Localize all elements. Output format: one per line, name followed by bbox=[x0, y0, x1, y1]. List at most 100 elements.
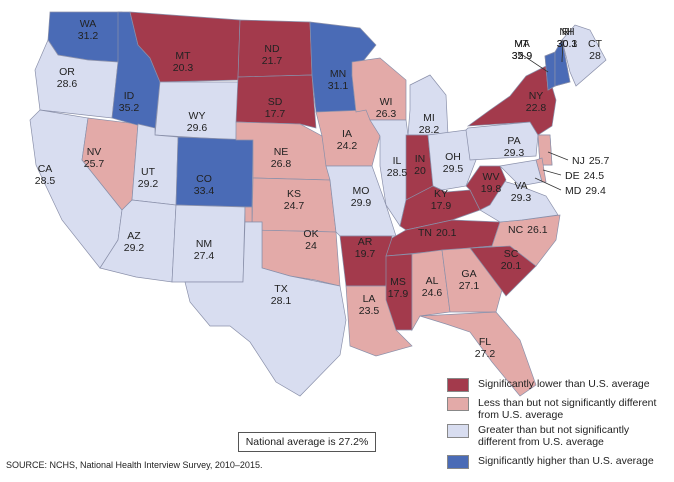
state-value: 20.1 bbox=[436, 227, 457, 239]
state-abbr: NE bbox=[274, 146, 289, 158]
legend-item: Significantly higher than U.S. average bbox=[447, 455, 662, 469]
state-abbr: AZ bbox=[127, 230, 141, 242]
legend-item: Less than but not significantly differen… bbox=[447, 397, 662, 421]
state-shape bbox=[235, 74, 317, 129]
state-abbr: AL bbox=[426, 275, 439, 287]
state-value: 29.5 bbox=[443, 163, 464, 175]
legend-label: Less than but not significantly differen… bbox=[478, 397, 657, 421]
state-value: 28.1 bbox=[271, 295, 292, 307]
state-abbr: SC bbox=[504, 248, 519, 260]
legend-label: Significantly lower than U.S. average bbox=[478, 378, 650, 390]
leader-line bbox=[561, 39, 564, 63]
state-value: 26.3 bbox=[376, 108, 397, 120]
state-abbr: TN bbox=[418, 227, 432, 239]
state-label: DE 24.5 bbox=[565, 170, 604, 182]
state-abbr: MA bbox=[514, 38, 530, 50]
states bbox=[29, 11, 607, 397]
state-abbr: NM bbox=[196, 238, 212, 250]
state-value: 31.1 bbox=[328, 80, 349, 92]
state-abbr: AR bbox=[358, 236, 373, 248]
state-abbr: NC bbox=[508, 224, 524, 236]
state-shape bbox=[175, 136, 254, 208]
state-shape bbox=[465, 121, 539, 161]
legend-swatch bbox=[447, 424, 469, 438]
state-abbr: NH bbox=[559, 26, 574, 38]
state-value: 17.9 bbox=[431, 200, 452, 212]
map: WA31.2OR28.6CA28.5NV25.7ID35.2MT20.3WY29… bbox=[29, 11, 610, 397]
state-abbr: WV bbox=[483, 171, 500, 183]
legend-swatch bbox=[447, 455, 469, 469]
leader-line bbox=[547, 151, 569, 161]
state-value: 21.7 bbox=[262, 55, 283, 67]
leader-line bbox=[542, 169, 562, 176]
state-shape bbox=[441, 247, 503, 313]
state-value: 30.1 bbox=[557, 38, 578, 50]
state-abbr: DE bbox=[565, 170, 580, 182]
state-value: 17.7 bbox=[265, 108, 286, 120]
legend-label: Significantly higher than U.S. average bbox=[478, 455, 654, 467]
legend-item: Significantly lower than U.S. average bbox=[447, 378, 662, 392]
state-value: 24 bbox=[305, 240, 317, 252]
state-value: 17.9 bbox=[388, 288, 409, 300]
state-abbr: NJ bbox=[572, 155, 585, 167]
state-value: 29.4 bbox=[585, 185, 606, 197]
state-abbr: GA bbox=[461, 268, 476, 280]
state-abbr: KY bbox=[434, 188, 448, 200]
state-labels: WA31.2OR28.6CA28.5NV25.7ID35.2MT20.3WY29… bbox=[35, 18, 610, 360]
state-value: 23.5 bbox=[359, 305, 380, 317]
state-abbr: MD bbox=[565, 185, 582, 197]
state-value: 28.6 bbox=[57, 78, 78, 90]
state-value: 25.7 bbox=[84, 158, 105, 170]
state-value: 33.4 bbox=[194, 185, 215, 197]
state-value: 30.3 bbox=[557, 38, 578, 50]
state-shape bbox=[131, 123, 179, 206]
state-value: 19.7 bbox=[355, 248, 376, 260]
state-abbr: MS bbox=[390, 276, 406, 288]
state-shape bbox=[184, 221, 347, 397]
source-note: SOURCE: NCHS, National Health Interview … bbox=[6, 460, 263, 470]
state-abbr: TX bbox=[274, 283, 287, 295]
state-value: 29.9 bbox=[351, 197, 372, 209]
state-value: 35.2 bbox=[119, 102, 140, 114]
state-value: 32.9 bbox=[512, 50, 533, 62]
state-label: MD 29.4 bbox=[565, 185, 606, 197]
state-value: 27.4 bbox=[194, 250, 215, 262]
state-shape bbox=[385, 253, 413, 331]
state-abbr: OR bbox=[59, 66, 75, 78]
state-value: 28.5 bbox=[35, 175, 56, 187]
state-value: 20.3 bbox=[173, 62, 194, 74]
leader-lines bbox=[517, 39, 569, 191]
state-abbr: WA bbox=[80, 18, 97, 30]
state-abbr: FL bbox=[479, 336, 491, 348]
state-value: 19.8 bbox=[481, 183, 502, 195]
state-shape bbox=[554, 39, 571, 87]
state-abbr: VA bbox=[514, 180, 527, 192]
legend-swatch bbox=[447, 397, 469, 411]
state-abbr: NV bbox=[87, 146, 102, 158]
state-abbr: NY bbox=[529, 90, 544, 102]
state-abbr: MO bbox=[353, 185, 370, 197]
state-abbr: ND bbox=[264, 43, 280, 55]
state-value: 20 bbox=[414, 165, 426, 177]
leader-line bbox=[517, 51, 549, 73]
state-value: 24.5 bbox=[584, 170, 605, 182]
state-abbr: KS bbox=[287, 188, 301, 200]
state-value: 26.1 bbox=[527, 224, 548, 236]
state-abbr: RI bbox=[562, 26, 573, 38]
state-shape bbox=[419, 311, 537, 397]
state-label: TN 20.1 bbox=[418, 227, 457, 239]
state-abbr: IN bbox=[415, 153, 426, 165]
state-abbr: IL bbox=[393, 155, 402, 167]
state-abbr: CA bbox=[38, 163, 53, 175]
state-abbr: WY bbox=[189, 110, 206, 122]
state-value: 28.2 bbox=[419, 124, 440, 136]
state-value: 29.2 bbox=[138, 178, 159, 190]
state-value: 22.8 bbox=[526, 102, 547, 114]
state-value: 20.1 bbox=[501, 260, 522, 272]
state-abbr: MN bbox=[330, 68, 346, 80]
state-value: 25.7 bbox=[589, 155, 610, 167]
state-abbr: ID bbox=[124, 90, 135, 102]
state-abbr: UT bbox=[141, 166, 156, 178]
state-abbr: CT bbox=[588, 38, 603, 50]
